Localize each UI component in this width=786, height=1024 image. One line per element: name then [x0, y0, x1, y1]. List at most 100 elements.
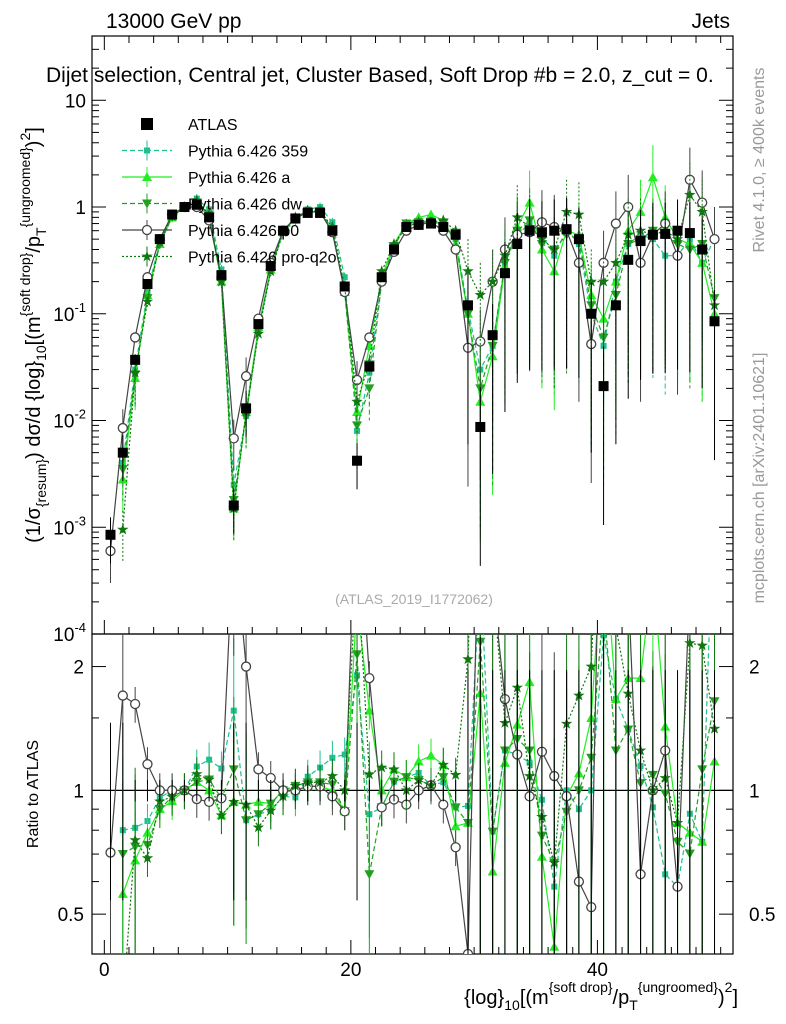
ratio-point [253, 764, 264, 775]
legend-label: Pythia 6.426 a [188, 170, 290, 187]
main-y-tick-label: 10-4 [53, 620, 86, 646]
data-point [585, 275, 597, 287]
x-axis-label: {log}10[(m{soft drop}/pT{ungroomed})2] [464, 979, 738, 1013]
data-point [167, 209, 178, 220]
ratio-point [206, 756, 213, 763]
data-point [191, 199, 202, 210]
ratio-point [599, 525, 609, 534]
ratio-point [437, 758, 449, 770]
data-point [684, 228, 695, 239]
ratio-point [329, 754, 336, 761]
main-series-group [105, 145, 721, 584]
ratio-point [684, 637, 696, 648]
plot-subtitle: Dijet selection, Central jet, Cluster Ba… [46, 64, 714, 87]
data-point [462, 265, 474, 277]
ratio-point [376, 761, 388, 773]
data-point [697, 244, 708, 255]
data-point [376, 272, 387, 283]
ratio-point [449, 768, 462, 780]
legend-entry: Pythia 6.426 359 [122, 140, 308, 161]
legend-label: Pythia 6.426 359 [188, 144, 308, 161]
data-point [105, 529, 116, 540]
data-point [425, 209, 436, 219]
data-point [623, 254, 634, 265]
ratio-point [611, 471, 620, 480]
ratio-point [475, 276, 486, 287]
ratio-point [438, 799, 449, 810]
data-point [388, 238, 400, 249]
ratio-point [413, 756, 424, 766]
ratio-point [685, 580, 694, 589]
data-point [635, 236, 646, 247]
data-point [660, 228, 671, 239]
ratio-point [585, 660, 597, 672]
ratio-point [450, 803, 461, 813]
data-point [487, 330, 498, 341]
ratio-series-0 [109, 637, 716, 954]
data-point [696, 205, 708, 217]
ratio-series-3 [117, 599, 720, 954]
data-point [142, 279, 153, 290]
ratio-point [141, 852, 154, 863]
ratio-point [215, 809, 228, 821]
data-point [684, 188, 696, 200]
data-point [341, 274, 348, 281]
ratio-line [109, 634, 689, 954]
data-point [315, 207, 326, 218]
data-point [524, 225, 535, 236]
data-point [364, 384, 375, 394]
data-point [475, 421, 486, 432]
data-point [179, 202, 190, 213]
data-point [549, 225, 560, 236]
data-point [240, 371, 252, 382]
ratio-point [364, 705, 375, 715]
data-point [486, 275, 499, 287]
ratio-point [376, 802, 387, 813]
data-point [241, 403, 252, 414]
ratio-point [341, 751, 348, 758]
ratio-point [413, 774, 425, 785]
data-point [389, 244, 400, 255]
data-point [438, 221, 449, 232]
data-point [339, 281, 350, 292]
data-point [450, 244, 461, 255]
ratio-point [117, 690, 128, 701]
ratio-point [252, 821, 265, 833]
data-point [130, 354, 141, 365]
data-point [709, 233, 720, 245]
rivet-version-label: Rivet 4.1.0, ≥ 400k events [751, 68, 768, 253]
ratio-point [129, 698, 141, 710]
legend-entry: Pythia 6.426 p0 [122, 220, 299, 240]
data-point [376, 265, 388, 277]
legend-marker [142, 199, 152, 209]
ratio-point [240, 661, 252, 672]
ratio-point [364, 870, 375, 880]
ratio-point [712, 471, 718, 477]
data-point [425, 218, 436, 229]
ratio-point [388, 763, 400, 775]
series-0 [105, 197, 720, 566]
ratio-point [648, 564, 658, 573]
x-tick-label: 40 [587, 960, 608, 981]
series-line [122, 201, 716, 501]
ratio-point [599, 599, 609, 608]
legend-entry: Pythia 6.426 a [122, 167, 290, 187]
main-y-tick-label: 10-3 [53, 513, 86, 539]
data-point [278, 225, 289, 236]
ratio-point [117, 999, 128, 1010]
main-y-tick-label: 10 [65, 91, 86, 112]
ratio-line [126, 634, 716, 954]
ratio-y-tick-label-left: 0.5 [58, 905, 84, 926]
data-point [216, 270, 227, 281]
data-point [290, 213, 301, 224]
data-point [450, 229, 461, 240]
ratio-point [142, 759, 153, 770]
legend-marker [141, 118, 153, 130]
ratio-y-tick-label-left: 1 [73, 781, 84, 802]
ratio-y-tick-label-right: 0.5 [749, 905, 775, 926]
x-tick-label: 0 [99, 960, 110, 981]
legend-marker [144, 147, 150, 154]
ratio-point [624, 582, 633, 591]
data-point [610, 300, 621, 311]
data-point [129, 366, 141, 378]
